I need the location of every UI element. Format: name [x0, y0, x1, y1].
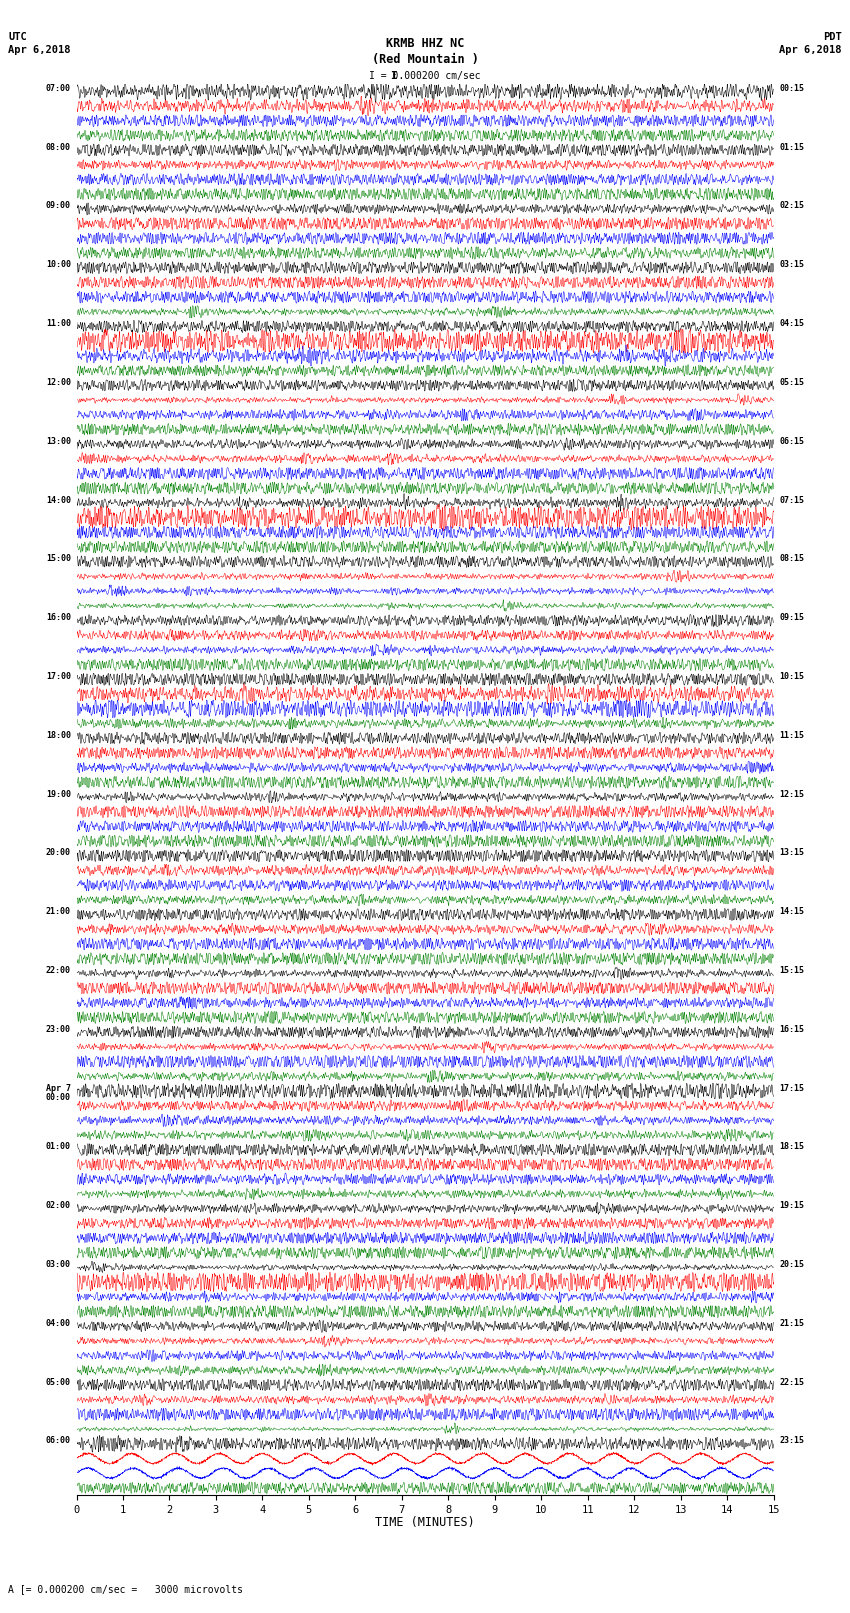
Text: 09:00: 09:00	[46, 202, 71, 210]
Text: 11:00: 11:00	[46, 319, 71, 327]
Text: 00:15: 00:15	[779, 84, 804, 94]
Text: 22:00: 22:00	[46, 966, 71, 974]
Text: 14:15: 14:15	[779, 907, 804, 916]
Text: 23:15: 23:15	[779, 1437, 804, 1445]
Text: 01:00: 01:00	[46, 1142, 71, 1152]
Text: 03:15: 03:15	[779, 260, 804, 269]
Text: 06:15: 06:15	[779, 437, 804, 445]
Text: Apr 7
00:00: Apr 7 00:00	[46, 1084, 71, 1102]
Text: 07:15: 07:15	[779, 495, 804, 505]
Text: 08:00: 08:00	[46, 142, 71, 152]
X-axis label: TIME (MINUTES): TIME (MINUTES)	[375, 1516, 475, 1529]
Text: 20:00: 20:00	[46, 848, 71, 858]
Text: 23:00: 23:00	[46, 1024, 71, 1034]
Text: 16:15: 16:15	[779, 1024, 804, 1034]
Text: 20:15: 20:15	[779, 1260, 804, 1269]
Text: 21:15: 21:15	[779, 1319, 804, 1327]
Text: 01:15: 01:15	[779, 142, 804, 152]
Text: 19:00: 19:00	[46, 790, 71, 798]
Text: 04:15: 04:15	[779, 319, 804, 327]
Text: 05:15: 05:15	[779, 377, 804, 387]
Text: 04:00: 04:00	[46, 1319, 71, 1327]
Text: 11:15: 11:15	[779, 731, 804, 740]
Text: 16:00: 16:00	[46, 613, 71, 623]
Text: 13:00: 13:00	[46, 437, 71, 445]
Text: 13:15: 13:15	[779, 848, 804, 858]
Text: 09:15: 09:15	[779, 613, 804, 623]
Text: 21:00: 21:00	[46, 907, 71, 916]
Text: 18:00: 18:00	[46, 731, 71, 740]
Text: A [= 0.000200 cm/sec =   3000 microvolts: A [= 0.000200 cm/sec = 3000 microvolts	[8, 1584, 243, 1594]
Text: 03:00: 03:00	[46, 1260, 71, 1269]
Text: 02:15: 02:15	[779, 202, 804, 210]
Text: 05:00: 05:00	[46, 1378, 71, 1387]
Text: 10:15: 10:15	[779, 673, 804, 681]
Text: 17:00: 17:00	[46, 673, 71, 681]
Text: I: I	[390, 71, 397, 81]
Text: 10:00: 10:00	[46, 260, 71, 269]
Text: 14:00: 14:00	[46, 495, 71, 505]
Text: 07:00: 07:00	[46, 84, 71, 94]
Text: 08:15: 08:15	[779, 555, 804, 563]
Text: 17:15: 17:15	[779, 1084, 804, 1092]
Text: 19:15: 19:15	[779, 1202, 804, 1210]
Text: 12:00: 12:00	[46, 377, 71, 387]
Text: 18:15: 18:15	[779, 1142, 804, 1152]
Text: PDT
Apr 6,2018: PDT Apr 6,2018	[779, 32, 842, 55]
Text: 15:15: 15:15	[779, 966, 804, 974]
Text: 15:00: 15:00	[46, 555, 71, 563]
Text: 02:00: 02:00	[46, 1202, 71, 1210]
Text: 12:15: 12:15	[779, 790, 804, 798]
Text: UTC
Apr 6,2018: UTC Apr 6,2018	[8, 32, 71, 55]
Text: KRMB HHZ NC
(Red Mountain ): KRMB HHZ NC (Red Mountain )	[371, 37, 479, 66]
Text: 06:00: 06:00	[46, 1437, 71, 1445]
Text: I = 0.000200 cm/sec: I = 0.000200 cm/sec	[369, 71, 481, 81]
Text: 22:15: 22:15	[779, 1378, 804, 1387]
